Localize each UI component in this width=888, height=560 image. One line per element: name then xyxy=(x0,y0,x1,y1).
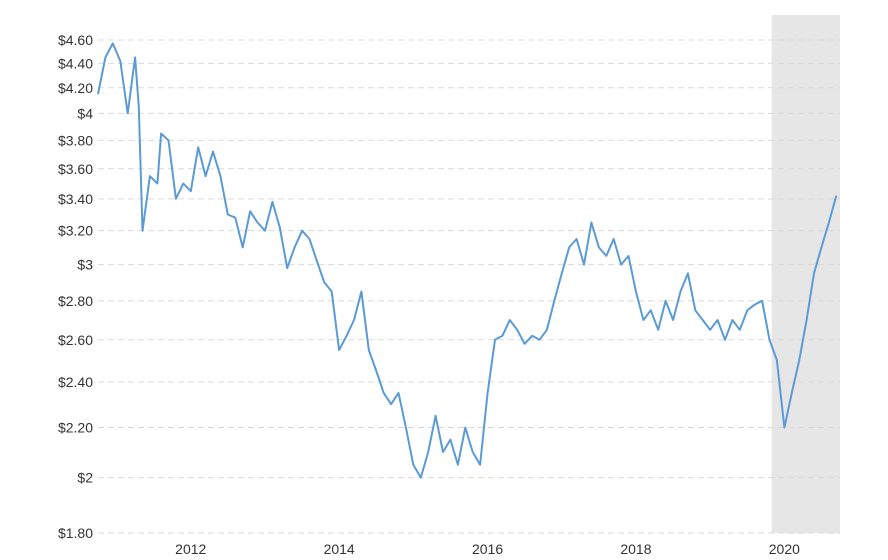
x-tick-label: 2018 xyxy=(620,541,651,557)
y-tick-label: $2 xyxy=(77,470,93,486)
grid-lines xyxy=(98,39,840,534)
x-tick-label: 2014 xyxy=(324,541,355,557)
y-tick-label: $2.60 xyxy=(58,332,93,348)
y-tick-label: $4.20 xyxy=(58,80,93,96)
x-tick-label: 2016 xyxy=(472,541,503,557)
x-tick-label: 2020 xyxy=(769,541,800,557)
shaded-region xyxy=(771,15,840,533)
y-tick-label: $4.60 xyxy=(58,32,93,48)
series-line-0 xyxy=(97,42,838,479)
y-tick-label: $2.20 xyxy=(58,420,93,436)
y-tick-label: $2.80 xyxy=(58,293,93,309)
x-axis-labels: 2012 2014 2016 2018 2020 xyxy=(175,541,800,557)
y-tick-label: $2.40 xyxy=(58,374,93,390)
y-tick-label: $3.80 xyxy=(58,132,93,148)
y-axis-labels: $1.80 $2 $2.20 $2.40 $2.60 $2.80 $3 $3.20 $3.40 $… xyxy=(58,32,93,541)
y-tick-label: $3 xyxy=(77,257,93,273)
y-tick-label: $1.80 xyxy=(58,525,93,541)
y-tick-label: $3.60 xyxy=(58,161,93,177)
y-tick-label: $3.40 xyxy=(58,191,93,207)
x-tick-label: 2012 xyxy=(175,541,206,557)
y-tick-label: $4 xyxy=(77,105,93,121)
series-layer xyxy=(97,42,838,479)
y-tick-label: $4.40 xyxy=(58,55,93,71)
y-tick-label: $3.20 xyxy=(58,223,93,239)
